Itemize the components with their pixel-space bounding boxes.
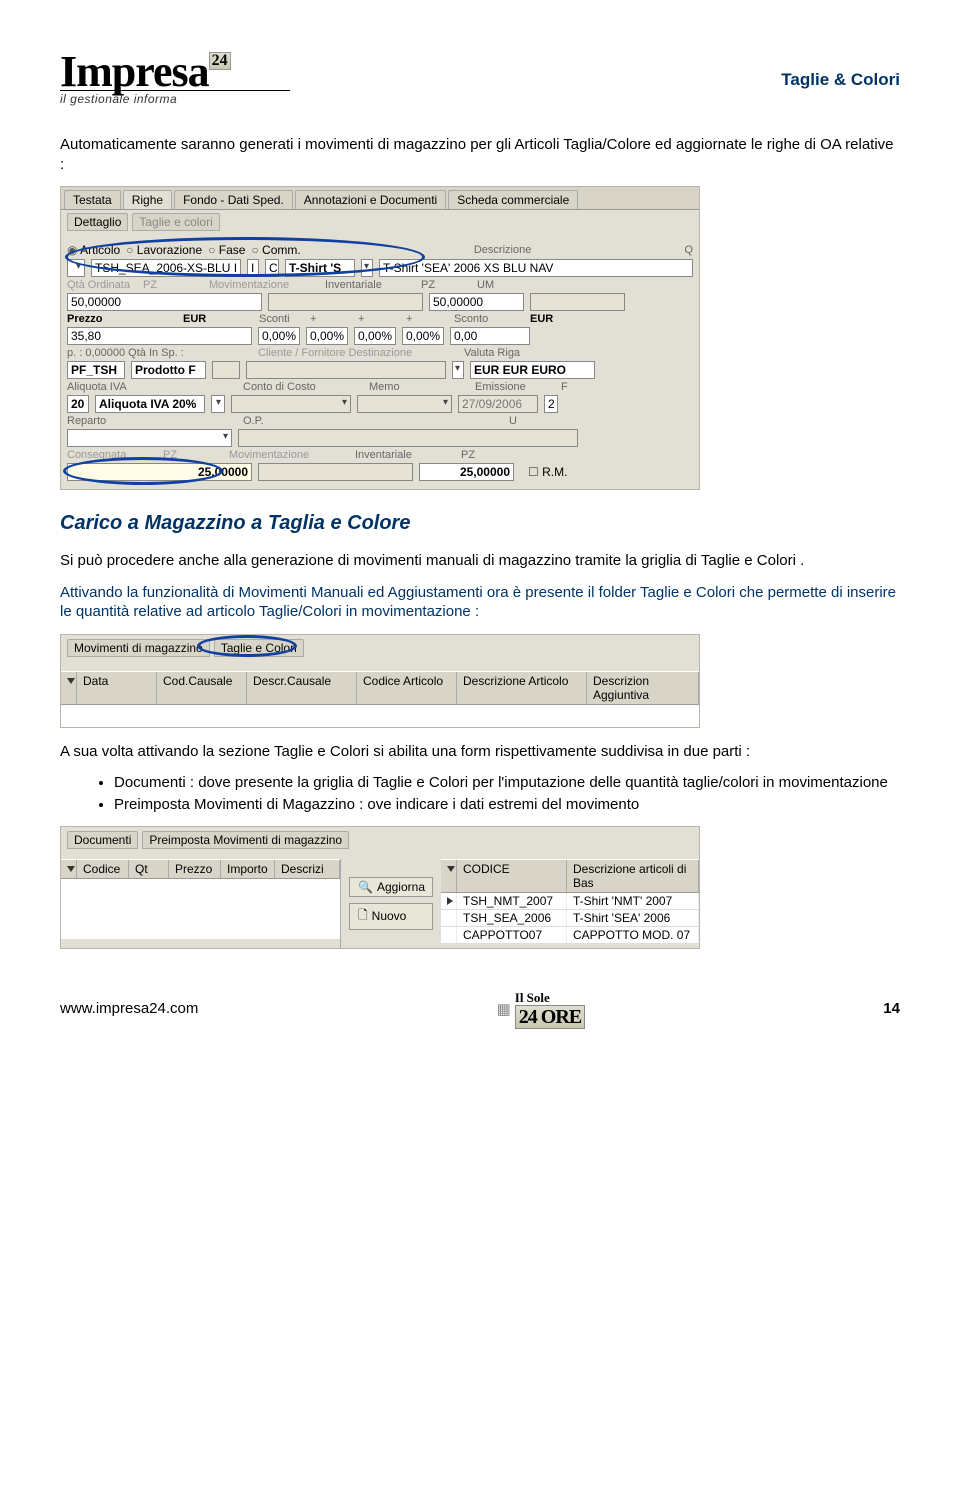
logo-badge: 24: [209, 52, 231, 70]
field-invent[interactable]: 50,00000: [429, 293, 524, 311]
label-descrizione: Descrizione: [474, 244, 531, 256]
intro-paragraph: Automaticamente saranno generati i movim…: [60, 135, 900, 174]
footer-logo: ▦ Il Sole24 ORE: [497, 989, 586, 1029]
table-row[interactable]: TSH_SEA_2006 T-Shirt 'SEA' 2006: [441, 910, 699, 927]
tab-taglie-colori[interactable]: Taglie e Colori: [214, 639, 304, 657]
screenshot-movimenti-tabs: Movimenti di magazzino Taglie e Colori D…: [60, 634, 700, 728]
sort-icon[interactable]: [67, 678, 75, 684]
screenshot-documenti-form: Documenti Preimposta Movimenti di magazz…: [60, 826, 700, 949]
field-sconto-2[interactable]: 0,00%: [306, 327, 348, 345]
section-p1: Si può procedere anche alla generazione …: [60, 551, 900, 571]
screenshot-righe-form: Testata Righe Fondo - Dati Sped. Annotaz…: [60, 186, 700, 490]
dd-article[interactable]: [361, 259, 373, 277]
field-sconto-eur[interactable]: 0,00: [450, 327, 530, 345]
field-sconto-4[interactable]: 0,00%: [402, 327, 444, 345]
field-prezzo[interactable]: 35,80: [67, 327, 252, 345]
field-emissione: 27/09/2006: [458, 395, 538, 413]
sort-icon[interactable]: [67, 866, 75, 872]
bullet-documenti: Documenti : dove presente la griglia di …: [114, 773, 900, 793]
refresh-button[interactable]: 🔍 Aggiorna: [349, 877, 433, 897]
binoculars-icon: 🔍: [358, 880, 373, 894]
row-marker-icon: [447, 897, 453, 905]
page-title: Taglie & Colori: [781, 70, 900, 90]
logo-text: Impresa: [60, 47, 209, 96]
field-qta[interactable]: 50,00000: [67, 293, 262, 311]
radio-lavorazione[interactable]: Lavorazione: [126, 243, 202, 257]
tab-preimposta[interactable]: Preimposta Movimenti di magazzino: [142, 831, 349, 849]
field-article-short[interactable]: T-Shirt 'S: [285, 259, 355, 277]
bullet-preimposta: Preimposta Movimenti di Magazzino : ove …: [114, 795, 900, 815]
sort-icon[interactable]: [447, 866, 455, 872]
tab-documenti[interactable]: Documenti: [67, 831, 138, 849]
subtab-dettaglio[interactable]: Dettaglio: [67, 213, 128, 231]
field-invent2[interactable]: 25,00000: [419, 463, 514, 481]
radio-comm[interactable]: Comm.: [251, 243, 300, 257]
field-iva-name[interactable]: Aliquota IVA 20%: [95, 395, 205, 413]
page-number: 14: [883, 1000, 900, 1017]
field-valuta[interactable]: EUR EUR EURO: [470, 361, 595, 379]
radio-fase[interactable]: Fase: [208, 243, 245, 257]
table-row[interactable]: TSH_NMT_2007 T-Shirt 'NMT' 2007: [441, 893, 699, 910]
footer-url: www.impresa24.com: [60, 1000, 198, 1017]
field-iva-code[interactable]: 20: [67, 395, 89, 413]
checkbox-rm[interactable]: R.M.: [528, 465, 567, 479]
field-c[interactable]: C: [265, 259, 279, 277]
new-button[interactable]: 🗋 Nuovo: [349, 903, 433, 930]
tab-movimenti-magazzino[interactable]: Movimenti di magazzino: [67, 639, 210, 657]
field-sconto-3[interactable]: 0,00%: [354, 327, 396, 345]
dropdown-code[interactable]: [67, 259, 85, 277]
field-reparto[interactable]: [67, 429, 232, 447]
tab-annotazioni[interactable]: Annotazioni e Documenti: [295, 190, 446, 209]
field-sconto-1[interactable]: 0,00%: [258, 327, 300, 345]
radio-row: Articolo Lavorazione Fase Comm. Descrizi…: [67, 243, 693, 257]
field-pf-code[interactable]: PF_TSH: [67, 361, 125, 379]
field-article-descr[interactable]: T-Shirt 'SEA' 2006 XS BLU NAV: [379, 259, 693, 277]
section-heading: Carico a Magazzino a Taglia e Colore: [60, 512, 900, 535]
logo: Impresa24 il gestionale informa: [60, 50, 290, 105]
field-article-code[interactable]: TSH_SEA_2006-XS-BLU I: [91, 259, 241, 277]
page-footer: www.impresa24.com ▦ Il Sole24 ORE 14: [60, 989, 900, 1029]
tab-fondo[interactable]: Fondo - Dati Sped.: [174, 190, 293, 209]
subtab-taglie[interactable]: Taglie e colori: [132, 213, 219, 231]
logo-tagline: il gestionale informa: [60, 90, 290, 105]
tab-righe[interactable]: Righe: [123, 190, 172, 209]
section-p2: Attivando la funzionalità di Movimenti M…: [60, 583, 900, 622]
label-q: Q: [684, 244, 693, 256]
page-header: Impresa24 il gestionale informa Taglie &…: [60, 50, 900, 105]
section-p3: A sua volta attivando la sezione Taglie …: [60, 742, 900, 762]
field-pf-name[interactable]: Prodotto F: [131, 361, 206, 379]
subtabs: Dettaglio Taglie e colori: [61, 210, 699, 231]
table-row[interactable]: CAPPOTTO07 CAPPOTTO MOD. 07: [441, 927, 699, 944]
bullet-list: Documenti : dove presente la griglia di …: [114, 773, 900, 816]
radio-articolo[interactable]: Articolo: [67, 243, 120, 257]
tabs-main: Testata Righe Fondo - Dati Sped. Annotaz…: [61, 187, 699, 210]
field-consegnata[interactable]: 25,00000: [67, 463, 252, 481]
grid-header: Data Cod.Causale Descr.Causale Codice Ar…: [61, 671, 699, 705]
tab-testata[interactable]: Testata: [64, 190, 121, 209]
tab-scheda[interactable]: Scheda commerciale: [448, 190, 578, 209]
document-icon: 🗋: [358, 906, 368, 927]
